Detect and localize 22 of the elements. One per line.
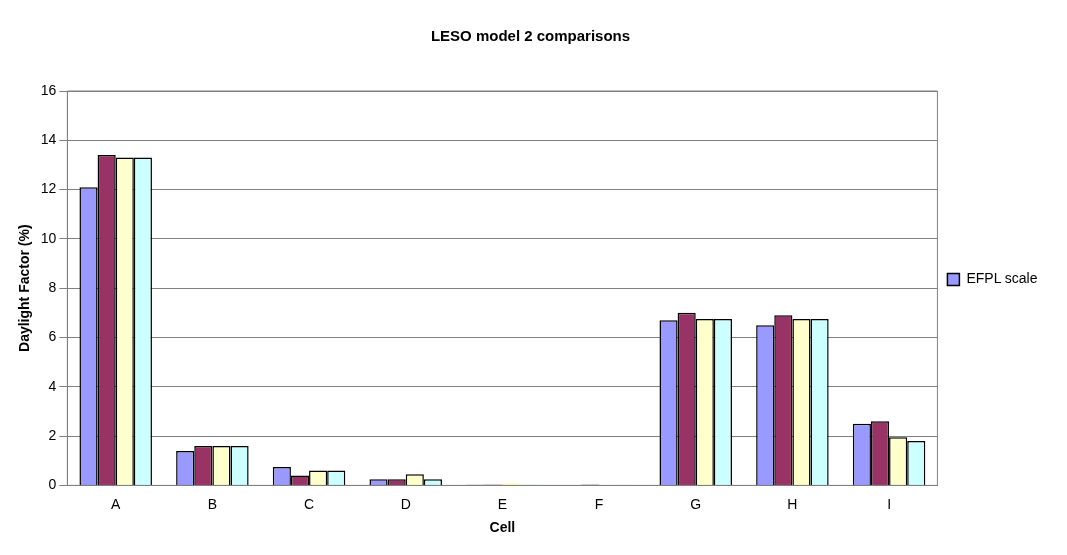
- y-tick-label: 2: [48, 426, 57, 443]
- y-tick-label: 10: [40, 229, 57, 246]
- y-tick-label: 6: [48, 328, 57, 345]
- y-tick-label: 12: [40, 180, 57, 197]
- legend-label: EFPL scale: [966, 270, 1038, 287]
- y-tick-label: 0: [48, 476, 57, 493]
- x-axis-title: Cell: [489, 519, 516, 536]
- x-tick-label: G: [690, 495, 702, 512]
- x-tick-label: I: [887, 495, 892, 512]
- y-tick-label: 14: [40, 131, 57, 148]
- y-tick-label: 8: [48, 279, 57, 296]
- y-tick-label: 4: [48, 377, 57, 394]
- y-axis-title: Daylight Factor (%): [16, 224, 33, 352]
- x-tick-label: D: [400, 495, 411, 512]
- x-tick-label: A: [111, 495, 122, 512]
- x-tick-label: B: [207, 495, 218, 512]
- y-tick-label: 16: [40, 81, 57, 98]
- chart-title: LESO model 2 comparisons: [430, 27, 631, 45]
- x-tick-label: F: [594, 495, 604, 512]
- x-tick-label: E: [497, 495, 508, 512]
- x-tick-label: C: [303, 495, 315, 512]
- x-tick-label: H: [787, 495, 798, 512]
